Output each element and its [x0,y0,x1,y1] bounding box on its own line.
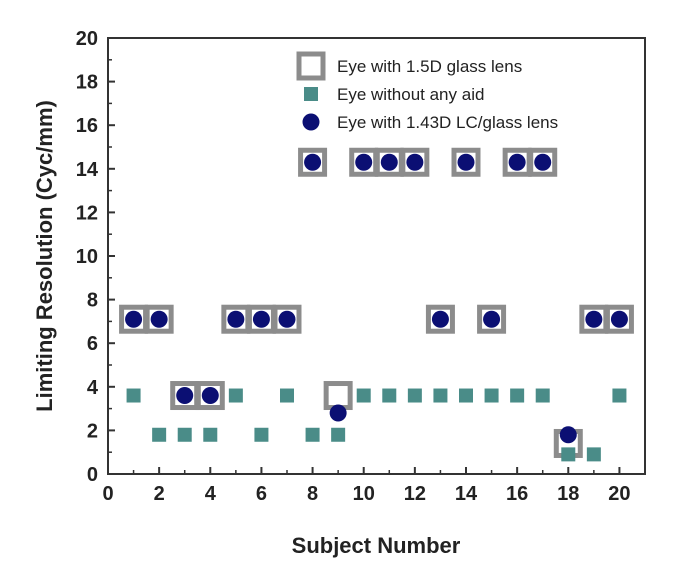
data-point [382,388,397,403]
data-point [355,153,373,171]
x-tick-label: 12 [404,483,426,505]
data-point [425,304,455,334]
x-axis-title: Subject Number [292,533,461,558]
data-point [457,153,475,171]
data-point [400,147,430,177]
x-tick-label: 4 [205,483,217,505]
legend-item: Eye with 1.5D glass lens [296,51,522,81]
data-point [585,310,603,328]
x-tick-label: 16 [506,483,528,505]
y-axis: 0 2 4 6 8 10 12 14 16 18 20 [76,28,115,486]
data-point [323,381,353,411]
data-point [272,304,302,334]
data-point [508,153,526,171]
legend: Eye with 1.5D glass lens Eye without any … [296,51,558,132]
data-point [254,427,269,442]
data-point [477,304,507,334]
data-point [150,310,168,328]
data-point [433,388,448,403]
legend-item: Eye with 1.43D LC/glass lens [302,113,558,132]
legend-label: Eye with 1.5D glass lens [337,57,522,76]
y-tick-label: 2 [87,420,98,442]
x-tick-label: 14 [455,483,478,505]
legend-item: Eye without any aid [304,85,484,104]
data-point [152,427,167,442]
data-point [125,310,143,328]
data-point [228,388,243,403]
data-point [451,147,481,177]
series-1 [119,147,634,458]
data-point [356,388,371,403]
legend-marker [302,113,320,131]
data-point [484,388,499,403]
data-point [483,310,501,328]
x-axis: 0 2 4 6 8 10 12 14 16 18 20 [102,467,631,505]
data-point [459,388,473,403]
data-point [203,427,218,442]
data-point [604,304,634,334]
data-point [535,388,550,403]
x-tick-label: 20 [608,483,630,505]
data-marks [119,147,634,462]
series-3 [125,153,628,444]
data-point [431,310,449,328]
legend-label: Eye without any aid [337,85,484,104]
data-point [406,153,424,171]
y-tick-label: 8 [87,290,98,312]
y-tick-label: 20 [76,28,98,50]
legend-label: Eye with 1.43D LC/glass lens [337,113,558,132]
y-tick-label: 12 [76,202,98,224]
data-point [305,427,320,442]
y-tick-label: 4 [87,377,99,399]
series-2 [126,388,627,462]
data-point [612,388,627,403]
data-point [278,310,296,328]
data-point [329,404,347,422]
data-point [331,427,346,442]
x-tick-label: 10 [353,483,375,505]
data-point [195,381,225,411]
data-point [304,153,322,171]
data-point [176,387,194,405]
y-axis-title: Limiting Resolution (Cyc/mm) [32,100,57,412]
data-point [586,447,601,462]
data-point [201,387,219,405]
data-point [144,304,174,334]
y-tick-label: 0 [87,464,98,486]
data-point [380,153,398,171]
data-point [252,310,270,328]
legend-marker [304,87,318,101]
x-tick-label: 0 [102,483,113,505]
data-point [510,388,525,403]
data-point [610,310,628,328]
x-tick-label: 2 [154,483,165,505]
y-tick-label: 18 [76,72,98,94]
data-point [559,426,577,444]
data-point [298,147,328,177]
data-point [280,388,294,403]
data-point [227,310,245,328]
x-tick-label: 18 [557,483,579,505]
data-point [126,388,141,403]
data-point [407,388,422,403]
data-point [561,447,576,462]
y-tick-label: 16 [76,115,98,137]
data-point [177,427,192,442]
y-tick-label: 10 [76,246,98,268]
x-tick-label: 6 [256,483,267,505]
legend-marker [296,51,326,81]
data-point [534,153,552,171]
data-point [528,147,558,177]
x-tick-label: 8 [307,483,318,505]
y-tick-label: 6 [87,333,98,355]
y-tick-label: 14 [76,159,99,181]
